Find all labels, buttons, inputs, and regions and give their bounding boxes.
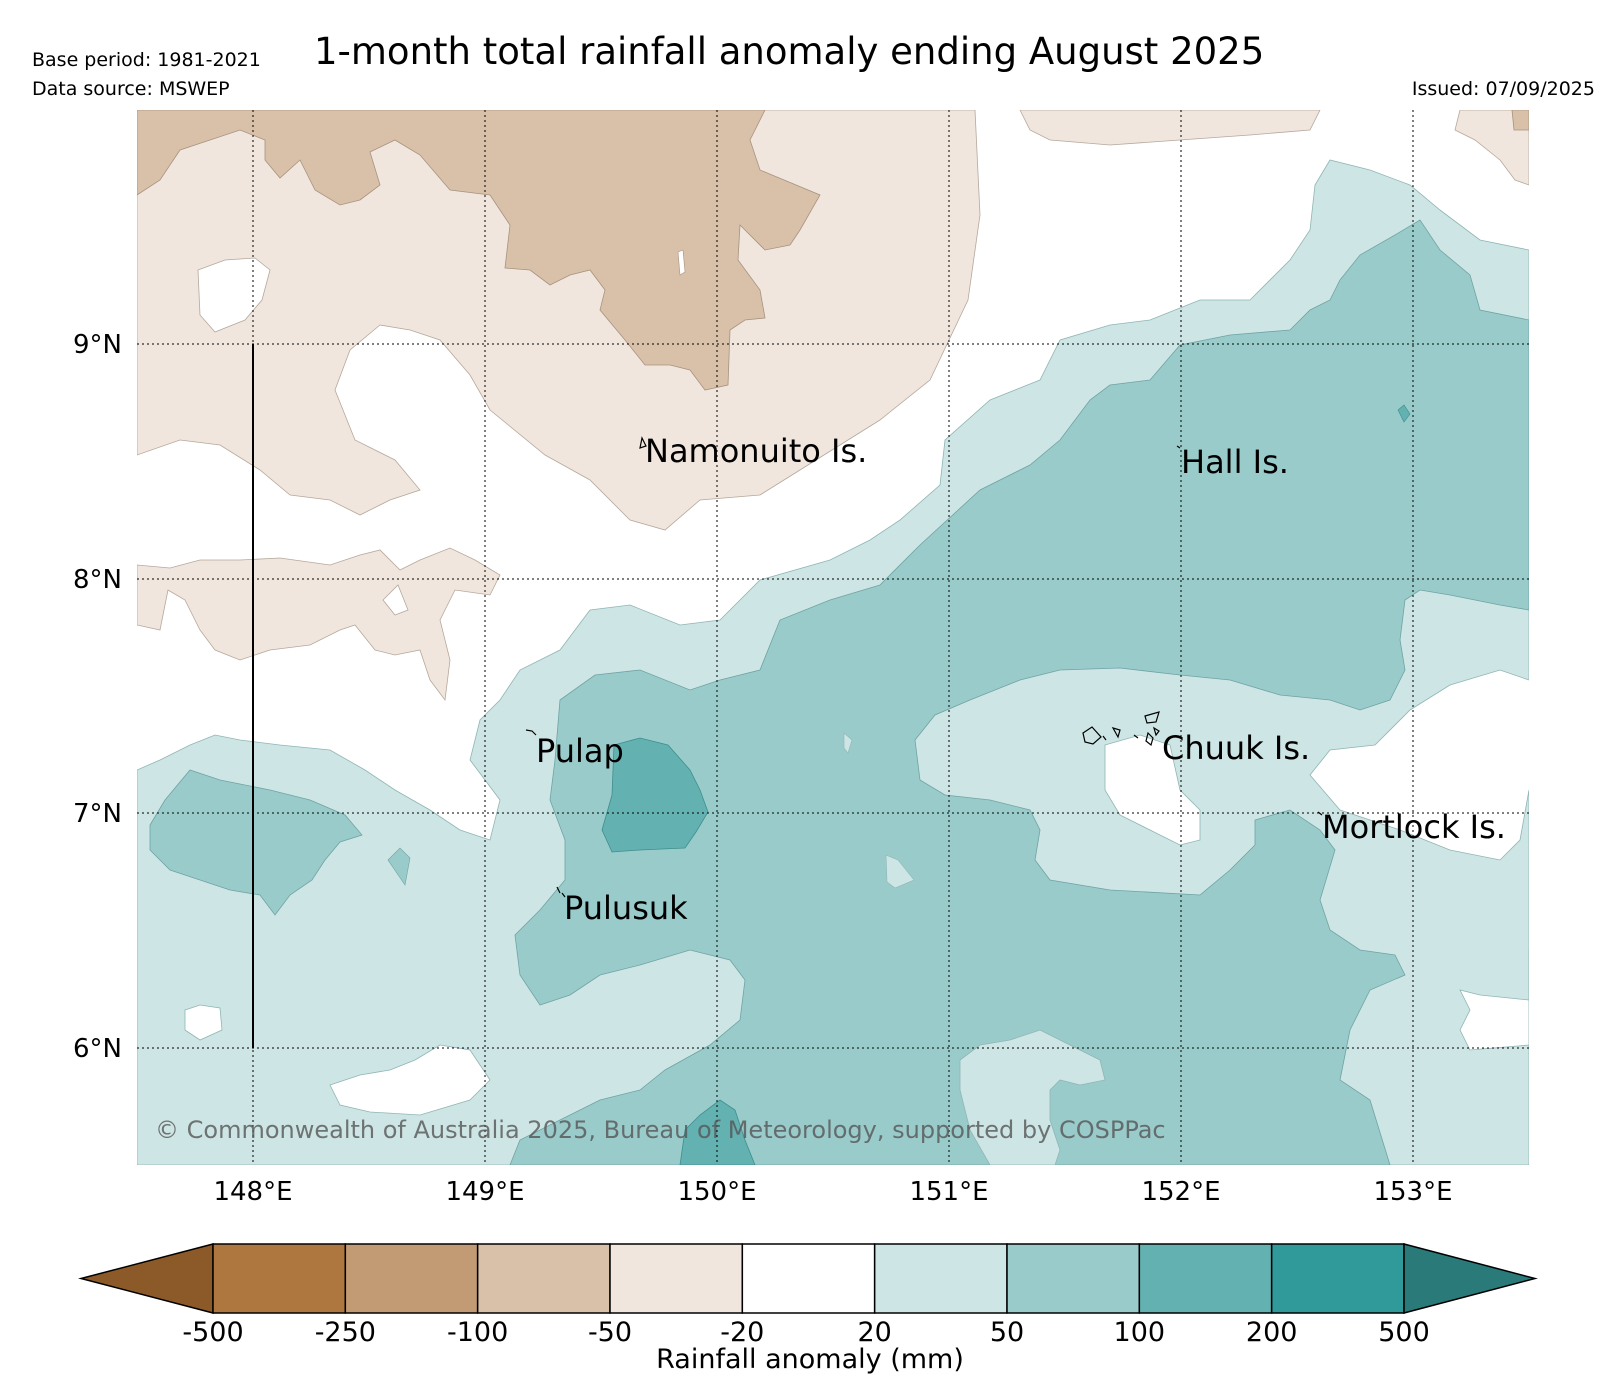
very-dry-region <box>137 110 821 391</box>
place-label-namonuito: Namonuito Is. <box>645 432 867 470</box>
map-gridlines <box>137 110 1529 1165</box>
place-label-chuuk: Chuuk Is. <box>1162 729 1310 767</box>
place-label-pulusuk: Pulusuk <box>564 889 688 927</box>
wetter-islet-west <box>387 847 411 886</box>
colorbar-segment <box>609 1243 744 1314</box>
very-wet-region-south <box>679 1099 756 1165</box>
chuuk-island-outline-e <box>1153 726 1160 737</box>
chuuk-island-outline-a <box>1082 726 1102 745</box>
lat-tick-label: 8°N <box>73 565 122 595</box>
neutral-hole-nw <box>197 257 271 333</box>
very-wet-region-pulap <box>601 737 709 853</box>
hall-island-outline <box>1176 445 1181 449</box>
very-dry-corner-ne <box>1511 110 1529 131</box>
issued-date-text: Issued: 07/09/2025 <box>1411 78 1595 100</box>
anomaly-fields <box>137 110 1529 1165</box>
lon-tick-label: 150°E <box>677 1177 756 1207</box>
namonuito-island-outline <box>639 436 647 449</box>
mortlock-island-outline <box>1317 811 1323 816</box>
chuuk-island-outline-c <box>1144 711 1160 724</box>
colorbar-legend <box>78 1243 1538 1314</box>
colorbar-arrow-low <box>78 1243 214 1314</box>
place-label-mortlock: Mortlock Is. <box>1322 808 1506 846</box>
colorbar-segment <box>1138 1243 1273 1314</box>
colorbar-tick-labels: -500 -250 -100 -50 -20 20 50 100 200 500 <box>182 1317 1429 1348</box>
colorbar-tick-label: -250 <box>315 1317 376 1348</box>
lat-tick-label: 6°N <box>73 1034 122 1064</box>
lon-tick-label: 151°E <box>909 1177 988 1207</box>
neutral-hole-east-coast <box>1459 950 1529 1051</box>
pulusuk-island-outline <box>556 886 566 898</box>
chuuk-island-outline-d <box>1145 731 1154 747</box>
colorbar-tick-label: -50 <box>588 1317 632 1348</box>
colorbar-tick-label: 100 <box>1114 1317 1166 1348</box>
place-label-pulap: Pulap <box>536 732 624 770</box>
wet-islet-b <box>885 854 915 889</box>
neutral-hole-south <box>329 1044 491 1116</box>
colorbar-segment <box>741 1243 876 1314</box>
lat-tick-label: 9°N <box>73 330 122 360</box>
lon-tick-label: 148°E <box>213 1177 292 1207</box>
colorbar-tick-label: -100 <box>447 1317 508 1348</box>
dry-region-east-corner <box>1454 110 1529 186</box>
colorbar-tick-label: -20 <box>720 1317 764 1348</box>
colorbar-segment <box>1006 1243 1141 1314</box>
dry-region-ne <box>1019 110 1321 146</box>
place-label-hall: Hall Is. <box>1181 443 1289 481</box>
data-source-text: Data source: MSWEP <box>32 78 230 100</box>
colorbar-label: Rainfall anomaly (mm) <box>656 1344 964 1375</box>
colorbar-tick-label: 200 <box>1246 1317 1298 1348</box>
colorbar-tick-label: 500 <box>1378 1317 1430 1348</box>
colorbar-segment <box>1270 1243 1405 1314</box>
chuuk-island-outline-g <box>1102 735 1107 741</box>
wet-islet-a <box>843 732 853 754</box>
colorbar-tick-label: -500 <box>182 1317 243 1348</box>
chuuk-island-outline-f <box>1133 734 1139 739</box>
colorbar-tick-label: 50 <box>990 1317 1024 1348</box>
very-wet-speck <box>1397 404 1411 423</box>
lat-tick-label: 7°N <box>73 799 122 829</box>
colorbar-segment <box>873 1243 1008 1314</box>
neutral-hole-west <box>382 584 409 616</box>
colorbar-segment <box>476 1243 611 1314</box>
lon-tick-label: 149°E <box>445 1177 524 1207</box>
chuuk-island-outline-b <box>1111 727 1121 739</box>
colorbar-segment <box>344 1243 479 1314</box>
wetter-region-west <box>149 769 363 916</box>
map-title: 1-month total rainfall anomaly ending Au… <box>314 30 1265 73</box>
island-outlines <box>525 436 1323 898</box>
neutral-hole-sw <box>184 1004 223 1041</box>
copyright-notice: © Commonwealth of Australia 2025, Bureau… <box>155 1116 1166 1144</box>
dry-region-west <box>137 547 501 702</box>
colorbar-tick-label: 20 <box>857 1317 891 1348</box>
colorbar-arrow-high <box>1403 1243 1538 1314</box>
neutral-hole-chuuk <box>1104 734 1201 846</box>
lon-tick-label: 153°E <box>1373 1177 1452 1207</box>
neutral-sliver <box>677 249 686 276</box>
colorbar-segment <box>212 1243 347 1314</box>
lon-tick-label: 152°E <box>1141 1177 1220 1207</box>
pulap-island-outline <box>525 729 537 736</box>
base-period-text: Base period: 1981-2021 <box>32 49 261 71</box>
wetter-region-main <box>509 219 1529 1165</box>
wet-island-in-wetter <box>959 1029 1106 1165</box>
